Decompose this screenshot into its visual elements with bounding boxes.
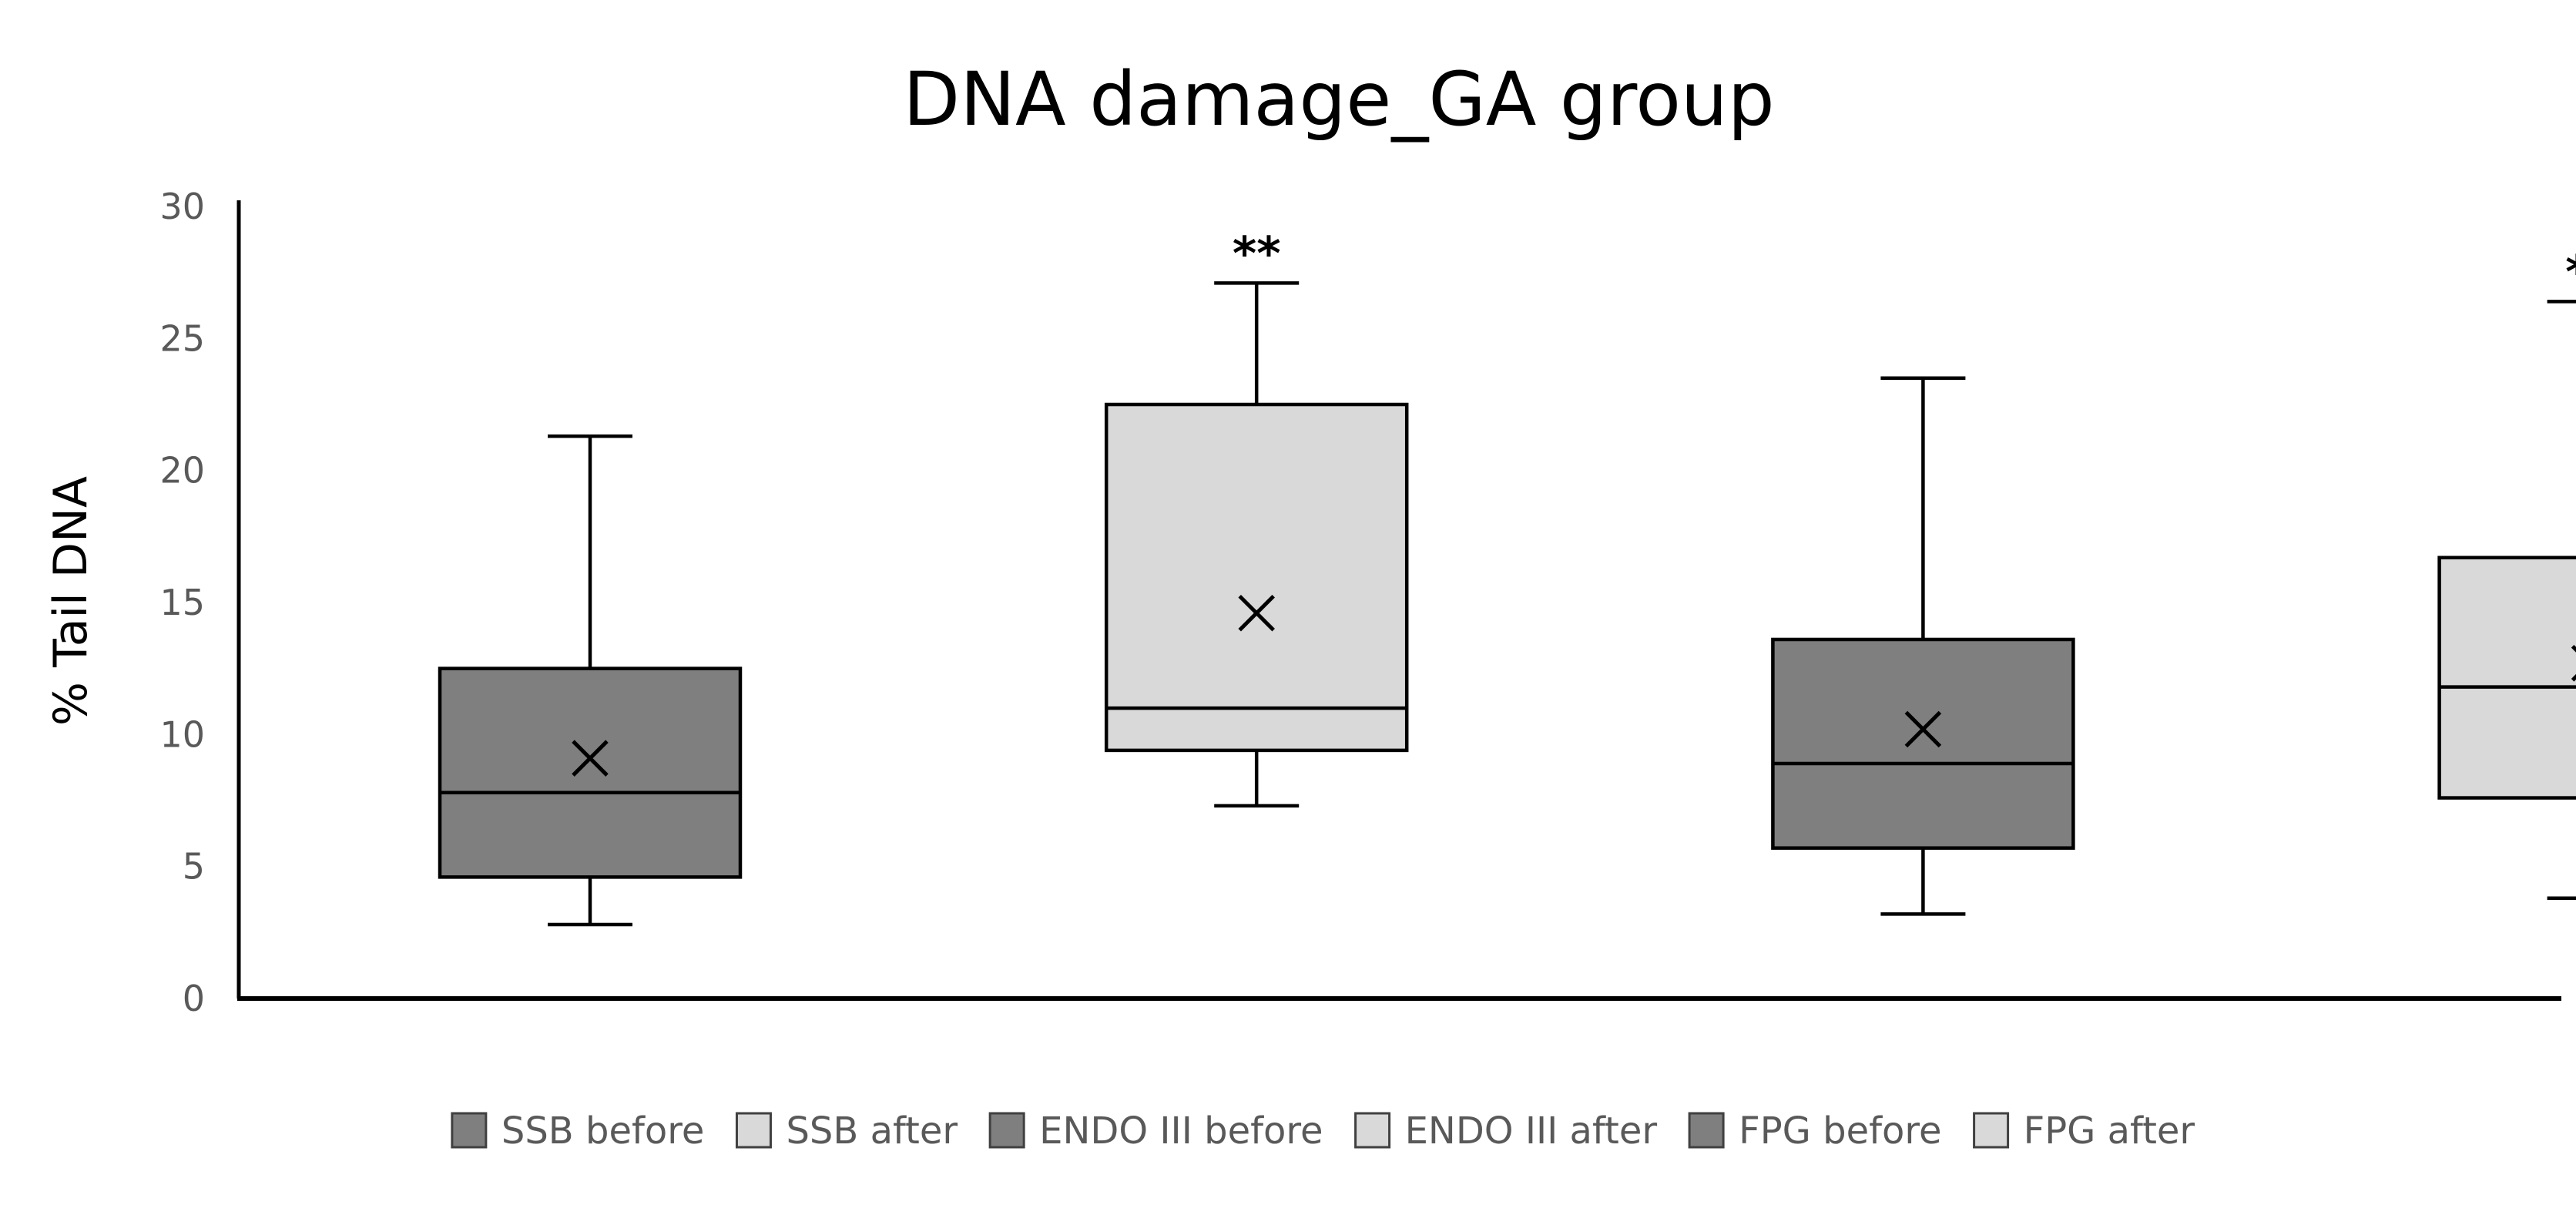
iqr-box: [2437, 556, 2576, 800]
box-group: [438, 434, 743, 927]
legend-swatch: [1354, 1112, 1391, 1149]
mean-marker-stroke: [1238, 594, 1275, 632]
box-group: **: [1104, 227, 1409, 808]
mean-marker: [1238, 594, 1275, 632]
iqr-box: [1771, 637, 2075, 850]
y-tick-label: 5: [183, 846, 205, 888]
significance-label: **: [1233, 227, 1281, 280]
legend-swatch: [451, 1112, 488, 1149]
y-axis: 0 5 10 15 20 25 30: [159, 186, 241, 1019]
legend-item: SSB after: [735, 1109, 958, 1153]
y-tick-label: 15: [159, 582, 205, 623]
legend-item: FPG after: [1973, 1109, 2195, 1153]
mean-marker-stroke: [572, 740, 609, 777]
legend-swatch: [1688, 1112, 1725, 1149]
y-tick-label: 30: [159, 186, 205, 227]
legend-label: SSB after: [786, 1109, 958, 1153]
legend-label: ENDO III after: [1405, 1109, 1658, 1153]
mean-marker-stroke: [1904, 710, 1942, 748]
significance-label: **: [2565, 245, 2576, 299]
chart-title: DNA damage_GA group: [903, 56, 1774, 143]
mean-marker: [1904, 710, 1942, 748]
legend-item: FPG before: [1688, 1109, 1942, 1153]
iqr-box: [438, 666, 743, 879]
y-tick-label: 20: [159, 450, 205, 492]
legend-item: ENDO III before: [988, 1109, 1323, 1153]
boxes: ******: [438, 227, 2576, 927]
y-tick-label: 10: [159, 713, 205, 755]
iqr-box: [1104, 402, 1409, 753]
legend-swatch: [1973, 1112, 2010, 1149]
legend-item: ENDO III after: [1354, 1109, 1658, 1153]
legend-label: SSB before: [501, 1109, 705, 1153]
y-axis-label: % Tail DNA: [44, 476, 98, 726]
legend-swatch: [988, 1112, 1025, 1149]
legend: SSB before SSB after ENDO III before ENDO I…: [451, 1109, 2195, 1153]
legend-label: FPG before: [1739, 1109, 1941, 1153]
y-tick-label: 25: [159, 317, 205, 359]
box-group: [1771, 376, 2075, 916]
legend-label: ENDO III before: [1039, 1109, 1323, 1153]
box-group: **: [2437, 245, 2576, 901]
legend-label: FPG after: [2024, 1109, 2195, 1153]
legend-item: SSB before: [451, 1109, 705, 1153]
y-tick-label: 0: [183, 978, 205, 1019]
mean-marker: [572, 740, 609, 777]
legend-swatch: [735, 1112, 772, 1149]
